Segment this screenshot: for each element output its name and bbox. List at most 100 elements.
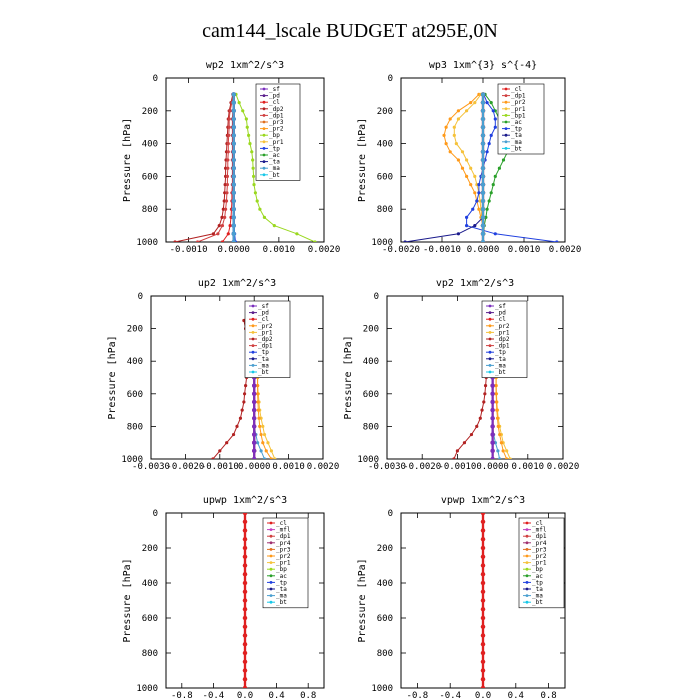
data-point-ma [480, 198, 486, 204]
data-point-pr2 [269, 457, 273, 459]
data-point-ma [231, 231, 236, 236]
data-point-sf [490, 399, 495, 405]
legend-entry: _ma [276, 593, 287, 600]
legend-marker [269, 534, 273, 538]
x-tick-label: 0.8 [300, 691, 316, 700]
y-axis-label: Pressure [hPa] [357, 118, 368, 202]
legend-marker [269, 528, 273, 531]
data-point-ma [231, 92, 236, 97]
data-point-bp [262, 215, 267, 219]
data-point-tp [493, 125, 497, 129]
data-point-pr2 [496, 424, 500, 428]
legend-marker [504, 120, 508, 124]
data-point-tp [493, 232, 497, 236]
y-tick-label: 800 [377, 649, 393, 659]
y-tick-label: 400 [377, 579, 393, 589]
data-point-bp [244, 117, 248, 121]
data-point-dp1 [196, 240, 200, 242]
y-tick-label: 200 [142, 544, 158, 554]
data-point-cl [480, 513, 486, 516]
legend-entry: _pr3 [269, 119, 284, 126]
data-point-sf [490, 416, 495, 421]
data-point-cl [242, 624, 248, 629]
data-point-cl [242, 513, 248, 516]
legend-marker [262, 140, 266, 144]
x-tick-label: -0.0020 [403, 462, 441, 472]
data-point-pr1 [473, 101, 477, 105]
legend-marker [525, 574, 529, 578]
data-point-cl [480, 572, 486, 577]
data-point-pr1 [262, 432, 267, 437]
data-point-sf [490, 448, 495, 454]
y-tick-label: 600 [127, 390, 143, 400]
data-point-pr2 [495, 416, 500, 420]
legend-entry: _cl [276, 520, 287, 527]
legend-entry: _dp1 [495, 343, 510, 350]
x-tick-label: -0.0030 [132, 462, 170, 472]
y-tick-label: 400 [363, 357, 379, 367]
data-point-ta [403, 240, 407, 242]
legend-entry: _pr1 [532, 560, 547, 567]
plot-frame [165, 77, 325, 243]
data-point-pr2 [501, 449, 505, 453]
data-point-ma [480, 133, 486, 138]
x-tick-label: -0.0020 [382, 245, 420, 255]
data-point-dp2 [222, 199, 226, 203]
x-tick-label: 0.0020 [549, 245, 582, 255]
data-point-ma [480, 92, 486, 97]
x-tick-label: -0.0010 [170, 245, 208, 255]
data-point-ma [480, 100, 486, 105]
data-point-dp2 [223, 166, 228, 170]
legend-marker [262, 160, 266, 164]
data-point-sf [490, 383, 495, 388]
data-point-sf [490, 432, 495, 437]
data-point-pr1 [473, 174, 477, 178]
legend-marker [269, 567, 273, 571]
data-point-pr1 [478, 199, 482, 203]
y-tick-label: 800 [127, 422, 143, 432]
data-point-cl [242, 572, 248, 577]
x-tick-label: -0.0030 [368, 462, 406, 472]
data-point-sf [252, 416, 257, 421]
data-point-sf [490, 456, 495, 459]
data-point-pr2 [259, 432, 263, 437]
data-point-pr2 [456, 158, 460, 162]
x-tick-label: 0.0000 [467, 245, 500, 255]
data-point-pr2 [256, 384, 260, 388]
data-point-cl [242, 598, 248, 603]
legend: _sf_pd_cl_pr2_pr1_dp2_dp1_tp_ta_ma_bt [244, 300, 291, 378]
data-point-tp [477, 183, 481, 187]
legend-marker [488, 324, 492, 328]
legend-marker [262, 147, 266, 150]
data-point-ma [256, 441, 260, 445]
legend-entry: _bt [511, 145, 522, 152]
legend-entry: _ma [269, 165, 280, 172]
x-tick-label: -0.0020 [166, 462, 204, 472]
data-point-dp2 [244, 384, 248, 388]
y-axis-label: Pressure [hPa] [122, 118, 133, 202]
data-point-ma [480, 149, 486, 154]
data-point-ma [480, 166, 486, 171]
data-point-ma [262, 457, 267, 459]
data-point-cl [242, 615, 248, 621]
legend-entry: _pr2 [532, 553, 547, 560]
legend-marker [262, 173, 266, 177]
legend-marker [269, 561, 273, 564]
y-tick-label: 800 [142, 205, 158, 215]
legend-marker [525, 587, 529, 591]
legend-marker [269, 581, 273, 584]
legend-entry: _sf [495, 303, 506, 310]
data-point-ma [496, 449, 500, 453]
y-tick-label: 200 [142, 107, 158, 117]
legend-entry: _ta [258, 356, 269, 363]
legend-marker [251, 370, 255, 374]
x-tick-label: 0.0020 [547, 462, 580, 472]
data-point-pr1 [465, 158, 469, 162]
data-point-ac [489, 101, 493, 105]
data-point-cl [480, 659, 486, 664]
data-point-bp [251, 174, 256, 178]
legend-marker [488, 344, 492, 347]
data-point-dp2 [238, 416, 243, 420]
data-point-dp2 [483, 392, 487, 396]
legend-entry: _bp [269, 132, 280, 139]
